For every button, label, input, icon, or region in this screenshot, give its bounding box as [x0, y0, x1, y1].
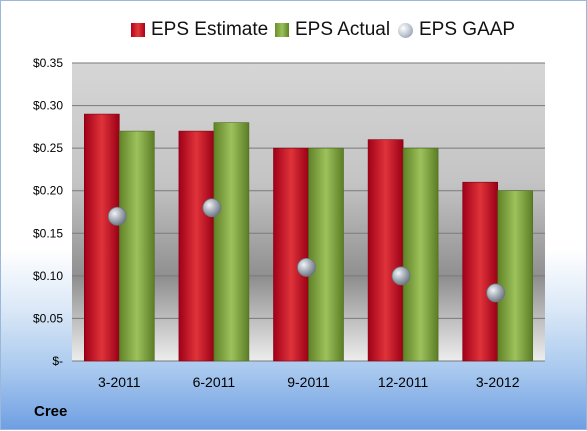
y-tick-label: $0.20	[33, 184, 63, 198]
legend-item-estimate: EPS Estimate	[131, 15, 268, 45]
bar-eps-estimate	[273, 147, 309, 362]
y-tick-label: $0.30	[33, 99, 63, 113]
point-eps-gaap	[486, 283, 506, 303]
y-tick-label: $0.35	[33, 56, 63, 70]
legend-swatch-gaap	[398, 22, 413, 38]
y-tick-label: $-	[52, 354, 63, 368]
bar-eps-actual	[308, 147, 344, 362]
point-eps-gaap	[391, 266, 411, 286]
bar-eps-actual	[119, 130, 155, 362]
bar-eps-estimate	[178, 130, 215, 362]
legend-label-estimate: EPS Estimate	[151, 19, 269, 40]
bar-eps-actual	[213, 122, 250, 362]
y-tick-label: $0.25	[33, 141, 63, 155]
y-tick-label: $0.10	[33, 269, 63, 283]
legend-label-gaap: EPS GAAP	[419, 19, 516, 40]
point-eps-gaap	[297, 257, 316, 277]
bar-eps-estimate	[84, 113, 120, 362]
x-tick-label: 3-2011	[98, 374, 141, 390]
point-eps-gaap	[107, 206, 127, 226]
legend-label-actual: EPS Actual	[295, 19, 391, 40]
x-tick-label: 6-2011	[193, 374, 236, 390]
company-label: Cree	[34, 403, 68, 420]
bar-eps-estimate	[462, 181, 499, 362]
y-tick-label: $0.15	[33, 226, 63, 240]
x-tick-label: 12-2011	[378, 374, 429, 390]
y-tick-label: $0.05	[33, 311, 63, 325]
x-tick-label: 9-2011	[287, 374, 330, 390]
bar-eps-estimate	[367, 139, 404, 362]
legend-item-actual: EPS Actual	[275, 15, 390, 45]
bar-eps-actual	[402, 147, 439, 362]
bar-eps-actual	[497, 190, 534, 362]
x-tick-label: 3-2012	[476, 374, 520, 390]
legend: EPS Estimate EPS Actual EPS GAAP	[1, 15, 587, 45]
point-eps-gaap	[202, 198, 222, 218]
legend-swatch-actual	[275, 23, 289, 37]
legend-swatch-estimate	[131, 23, 145, 37]
legend-item-gaap: EPS GAAP	[398, 15, 515, 45]
